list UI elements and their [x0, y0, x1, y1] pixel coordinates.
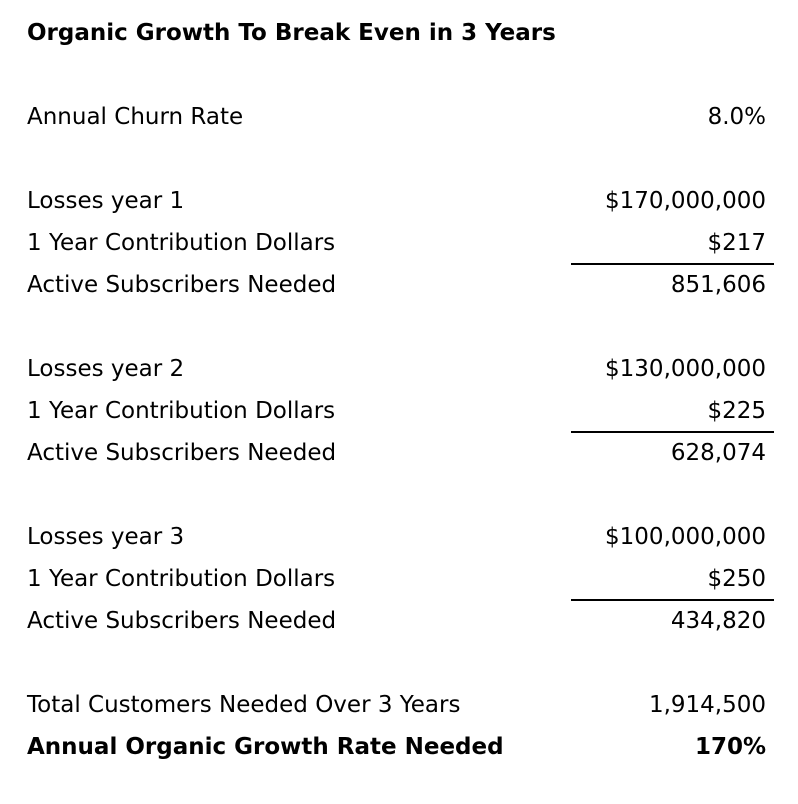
sheet-title: Organic Growth To Break Even in 3 Years: [27, 20, 556, 46]
contribution-label: 1 Year Contribution Dollars: [27, 566, 336, 592]
contribution-row-year-3: 1 Year Contribution Dollars $250: [27, 561, 766, 597]
total-customers-label: Total Customers Needed Over 3 Years: [27, 692, 461, 718]
contribution-value: $250: [707, 566, 766, 592]
subtotal-rule: [571, 431, 774, 433]
subscribers-label: Active Subscribers Needed: [27, 272, 337, 298]
losses-row-year-2: Losses year 2 $130,000,000: [27, 351, 766, 387]
growth-rate-label: Annual Organic Growth Rate Needed: [27, 734, 504, 760]
losses-value: $130,000,000: [605, 356, 766, 382]
subscribers-row-year-3: Active Subscribers Needed 434,820: [27, 603, 766, 639]
losses-row-year-1: Losses year 1 $170,000,000: [27, 183, 766, 219]
churn-label: Annual Churn Rate: [27, 104, 244, 130]
subscribers-value: 628,074: [670, 440, 766, 466]
losses-value: $100,000,000: [605, 524, 766, 550]
subtotal-rule: [571, 263, 774, 265]
contribution-row-year-1: 1 Year Contribution Dollars $217: [27, 225, 766, 261]
contribution-label: 1 Year Contribution Dollars: [27, 230, 336, 256]
contribution-row-year-2: 1 Year Contribution Dollars $225: [27, 393, 766, 429]
total-customers-row: Total Customers Needed Over 3 Years 1,91…: [27, 687, 766, 723]
total-customers-value: 1,914,500: [648, 692, 766, 718]
losses-label: Losses year 1: [27, 188, 185, 214]
subscribers-value: 434,820: [670, 608, 766, 634]
churn-value: 8.0%: [707, 104, 766, 130]
losses-label: Losses year 3: [27, 524, 185, 550]
growth-rate-row: Annual Organic Growth Rate Needed 170%: [27, 729, 766, 765]
losses-label: Losses year 2: [27, 356, 185, 382]
subscribers-row-year-2: Active Subscribers Needed 628,074: [27, 435, 766, 471]
subscribers-label: Active Subscribers Needed: [27, 608, 337, 634]
subscribers-value: 851,606: [670, 272, 766, 298]
subscribers-label: Active Subscribers Needed: [27, 440, 337, 466]
subtotal-rule: [571, 599, 774, 601]
subscribers-row-year-1: Active Subscribers Needed 851,606: [27, 267, 766, 303]
contribution-label: 1 Year Contribution Dollars: [27, 398, 336, 424]
growth-rate-value: 170%: [694, 734, 766, 760]
contribution-value: $225: [707, 398, 766, 424]
contribution-value: $217: [707, 230, 766, 256]
losses-value: $170,000,000: [605, 188, 766, 214]
losses-row-year-3: Losses year 3 $100,000,000: [27, 519, 766, 555]
churn-row: Annual Churn Rate 8.0%: [27, 99, 766, 135]
